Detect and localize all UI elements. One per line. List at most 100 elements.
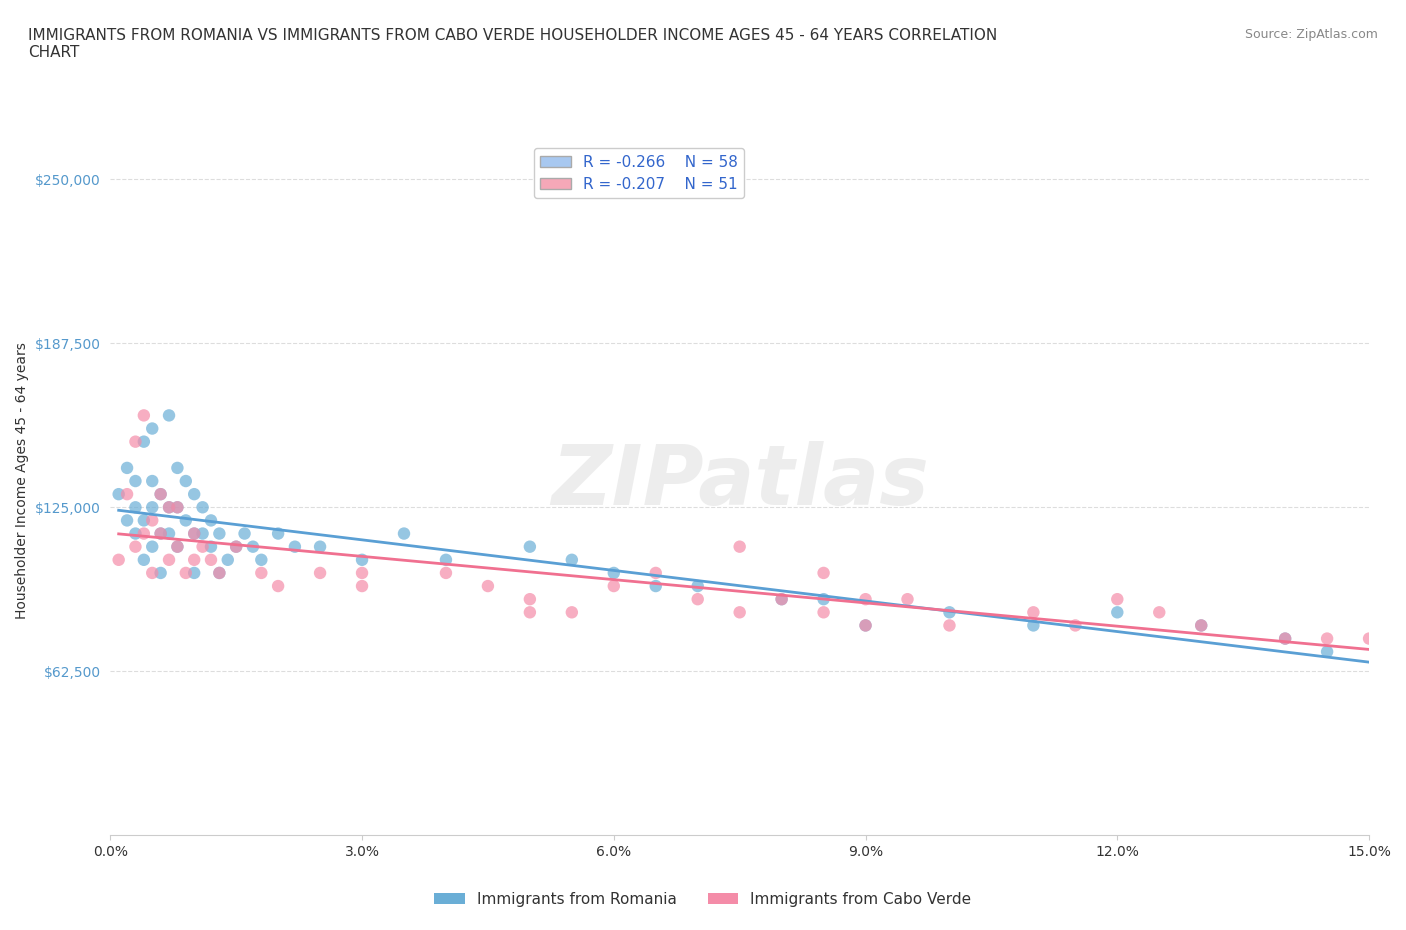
- Point: [132, 434, 155, 449]
- Point: [132, 526, 155, 541]
- Point: [225, 539, 247, 554]
- Point: [141, 513, 163, 528]
- Point: [1064, 618, 1087, 633]
- Point: [603, 578, 626, 593]
- Point: [174, 513, 197, 528]
- Point: [686, 578, 709, 593]
- Point: [603, 565, 626, 580]
- Point: [174, 565, 197, 580]
- Text: ZIPatlas: ZIPatlas: [551, 441, 928, 522]
- Point: [855, 618, 877, 633]
- Point: [225, 539, 247, 554]
- Y-axis label: Householder Income Ages 45 - 64 years: Householder Income Ages 45 - 64 years: [15, 342, 30, 619]
- Point: [208, 565, 231, 580]
- Point: [124, 499, 146, 514]
- Point: [561, 604, 583, 619]
- Point: [115, 486, 138, 501]
- Point: [191, 539, 214, 554]
- Point: [1149, 604, 1171, 619]
- Point: [644, 565, 666, 580]
- Point: [124, 434, 146, 449]
- Point: [477, 578, 499, 593]
- Point: [107, 486, 129, 501]
- Point: [813, 565, 835, 580]
- Point: [115, 460, 138, 475]
- Point: [115, 513, 138, 528]
- Point: [1022, 604, 1045, 619]
- Point: [157, 499, 180, 514]
- Point: [233, 526, 256, 541]
- Point: [141, 565, 163, 580]
- Point: [855, 618, 877, 633]
- Point: [855, 591, 877, 606]
- Point: [141, 473, 163, 488]
- Point: [770, 591, 793, 606]
- Point: [124, 539, 146, 554]
- Point: [1189, 618, 1212, 633]
- Point: [284, 539, 307, 554]
- Point: [250, 552, 273, 567]
- Point: [250, 565, 273, 580]
- Point: [1316, 644, 1339, 659]
- Point: [309, 539, 332, 554]
- Point: [183, 552, 205, 567]
- Point: [183, 565, 205, 580]
- Point: [149, 565, 172, 580]
- Point: [1274, 631, 1296, 646]
- Point: [200, 552, 222, 567]
- Point: [132, 408, 155, 423]
- Point: [1274, 631, 1296, 646]
- Point: [519, 539, 541, 554]
- Point: [149, 526, 172, 541]
- Point: [350, 552, 373, 567]
- Point: [1022, 618, 1045, 633]
- Text: Source: ZipAtlas.com: Source: ZipAtlas.com: [1244, 28, 1378, 41]
- Point: [1189, 618, 1212, 633]
- Point: [686, 591, 709, 606]
- Point: [174, 473, 197, 488]
- Point: [1107, 604, 1129, 619]
- Text: IMMIGRANTS FROM ROMANIA VS IMMIGRANTS FROM CABO VERDE HOUSEHOLDER INCOME AGES 45: IMMIGRANTS FROM ROMANIA VS IMMIGRANTS FR…: [28, 28, 997, 60]
- Point: [183, 526, 205, 541]
- Point: [166, 499, 188, 514]
- Point: [166, 460, 188, 475]
- Point: [149, 526, 172, 541]
- Legend: R = -0.266    N = 58, R = -0.207    N = 51: R = -0.266 N = 58, R = -0.207 N = 51: [534, 149, 744, 198]
- Point: [208, 565, 231, 580]
- Point: [191, 499, 214, 514]
- Point: [183, 526, 205, 541]
- Point: [434, 565, 457, 580]
- Point: [157, 408, 180, 423]
- Point: [267, 578, 290, 593]
- Point: [208, 526, 231, 541]
- Point: [166, 539, 188, 554]
- Point: [149, 486, 172, 501]
- Point: [938, 618, 960, 633]
- Point: [1316, 631, 1339, 646]
- Point: [434, 552, 457, 567]
- Point: [141, 499, 163, 514]
- Point: [141, 539, 163, 554]
- Point: [519, 591, 541, 606]
- Point: [149, 486, 172, 501]
- Point: [166, 539, 188, 554]
- Point: [217, 552, 239, 567]
- Point: [124, 473, 146, 488]
- Point: [132, 552, 155, 567]
- Point: [200, 513, 222, 528]
- Point: [183, 486, 205, 501]
- Point: [350, 565, 373, 580]
- Point: [561, 552, 583, 567]
- Point: [200, 539, 222, 554]
- Point: [132, 513, 155, 528]
- Point: [1358, 631, 1381, 646]
- Point: [350, 578, 373, 593]
- Point: [124, 526, 146, 541]
- Point: [896, 591, 918, 606]
- Point: [267, 526, 290, 541]
- Point: [157, 552, 180, 567]
- Point: [770, 591, 793, 606]
- Point: [157, 499, 180, 514]
- Legend: Immigrants from Romania, Immigrants from Cabo Verde: Immigrants from Romania, Immigrants from…: [429, 886, 977, 913]
- Point: [166, 499, 188, 514]
